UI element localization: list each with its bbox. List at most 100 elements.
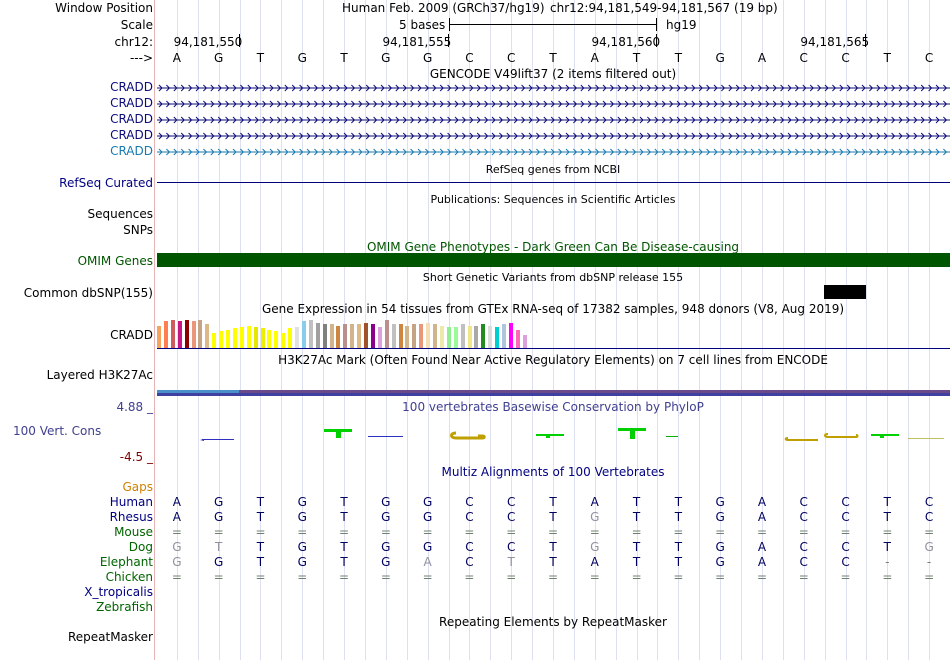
gtex-tissue-bar[interactable] bbox=[308, 320, 313, 348]
gtex-tissue-bar[interactable] bbox=[288, 328, 293, 348]
gtex-tissue-bar[interactable] bbox=[426, 322, 431, 348]
strand-chevron bbox=[758, 132, 763, 140]
gtex-gene-label[interactable]: CRADD bbox=[110, 328, 153, 342]
gencode-transcript-label[interactable]: CRADD bbox=[110, 80, 153, 94]
gtex-tissue-bar[interactable] bbox=[301, 321, 306, 348]
gencode-transcript-label[interactable]: CRADD bbox=[110, 96, 153, 110]
gtex-tissue-bar[interactable] bbox=[460, 324, 465, 348]
gtex-tissue-bar[interactable] bbox=[281, 332, 286, 348]
species-label[interactable]: X_tropicalis bbox=[84, 585, 153, 599]
gencode-transcript[interactable] bbox=[156, 146, 950, 158]
species-label[interactable]: Elephant bbox=[99, 555, 153, 569]
gtex-tissue-bar[interactable] bbox=[343, 324, 348, 348]
gaps-label[interactable]: Gaps bbox=[122, 480, 153, 494]
gtex-tissue-bar[interactable] bbox=[336, 325, 341, 348]
gtex-tissue-bar[interactable] bbox=[357, 324, 362, 348]
gtex-tissue-bar[interactable] bbox=[495, 327, 500, 348]
species-label[interactable]: Mouse bbox=[114, 525, 153, 539]
gtex-tissue-bar[interactable] bbox=[267, 329, 272, 348]
species-label[interactable]: Zebrafish bbox=[96, 600, 153, 614]
species-label[interactable]: Chicken bbox=[105, 570, 153, 584]
gtex-tissue-bar[interactable] bbox=[253, 327, 258, 348]
gtex-tissue-bar[interactable] bbox=[467, 325, 472, 348]
gencode-transcript-label[interactable]: CRADD bbox=[110, 128, 153, 142]
gtex-expression-bars[interactable] bbox=[157, 318, 537, 348]
gencode-transcript[interactable] bbox=[156, 114, 950, 126]
gtex-tissue-bar[interactable] bbox=[177, 321, 182, 348]
strand-chevron bbox=[558, 100, 563, 108]
gtex-tissue-bar[interactable] bbox=[157, 325, 161, 348]
gtex-tissue-bar[interactable] bbox=[364, 322, 368, 348]
gtex-tissue-bar[interactable] bbox=[370, 324, 375, 348]
gtex-tissue-bar[interactable] bbox=[502, 324, 506, 348]
aligned-base: = bbox=[339, 570, 350, 584]
h3k27ac-label[interactable]: Layered H3K27Ac bbox=[46, 368, 153, 382]
gtex-tissue-bar[interactable] bbox=[384, 320, 389, 348]
species-label[interactable]: Human bbox=[109, 495, 153, 509]
gencode-transcript[interactable] bbox=[156, 98, 950, 110]
publications-sequences-label[interactable]: Sequences bbox=[87, 207, 153, 221]
gtex-tissue-bar[interactable] bbox=[163, 321, 168, 348]
gtex-tissue-bar[interactable] bbox=[350, 324, 355, 348]
strand-chevron bbox=[291, 132, 296, 140]
omim-genes-label[interactable]: OMIM Genes bbox=[77, 254, 153, 268]
gtex-tissue-bar[interactable] bbox=[488, 325, 493, 348]
gtex-tissue-bar[interactable] bbox=[295, 327, 299, 348]
refseq-curated-label[interactable]: RefSeq Curated bbox=[59, 176, 153, 190]
omim-gene-bar[interactable] bbox=[157, 253, 950, 267]
species-label[interactable]: Rhesus bbox=[109, 510, 153, 524]
gencode-transcript[interactable] bbox=[156, 82, 950, 94]
gtex-tissue-bar[interactable] bbox=[184, 320, 189, 348]
gtex-tissue-bar[interactable] bbox=[219, 331, 224, 348]
gtex-tissue-bar[interactable] bbox=[391, 324, 396, 348]
gridline bbox=[761, 0, 763, 660]
common-dbsnp-label[interactable]: Common dbSNP(155) bbox=[23, 286, 153, 300]
gtex-tissue-bar[interactable] bbox=[274, 331, 279, 348]
refseq-gene-line[interactable] bbox=[157, 182, 950, 183]
phylop-label[interactable]: 100 Vert. Cons bbox=[13, 424, 102, 438]
gencode-transcript[interactable] bbox=[156, 130, 950, 142]
gtex-tissue-bar[interactable] bbox=[246, 325, 251, 348]
gtex-tissue-bar[interactable] bbox=[212, 332, 217, 348]
gtex-tissue-bar[interactable] bbox=[226, 329, 230, 348]
repeatmasker-label[interactable]: RepeatMasker bbox=[67, 630, 153, 644]
gtex-tissue-bar[interactable] bbox=[412, 324, 417, 348]
gtex-tissue-bar[interactable] bbox=[515, 329, 520, 348]
gtex-tissue-bar[interactable] bbox=[315, 322, 320, 348]
gtex-tissue-bar[interactable] bbox=[474, 325, 479, 348]
gtex-tissue-bar[interactable] bbox=[433, 324, 437, 348]
gtex-tissue-bar[interactable] bbox=[481, 324, 486, 348]
gencode-transcript-label[interactable]: CRADD bbox=[110, 144, 153, 158]
gtex-tissue-bar[interactable] bbox=[446, 327, 451, 348]
gtex-tissue-bar[interactable] bbox=[205, 324, 210, 348]
gtex-tissue-bar[interactable] bbox=[419, 324, 424, 348]
gtex-tissue-bar[interactable] bbox=[260, 328, 265, 348]
publications-snps-label[interactable]: SNPs bbox=[123, 223, 153, 237]
gtex-tissue-bar[interactable] bbox=[522, 335, 527, 348]
dbsnp-variant-block[interactable] bbox=[824, 285, 866, 299]
species-label[interactable]: Dog bbox=[128, 540, 153, 554]
strand-chevron bbox=[698, 116, 703, 124]
gtex-tissue-bar[interactable] bbox=[170, 320, 175, 348]
gtex-tissue-bar[interactable] bbox=[239, 327, 244, 348]
strand-chevron bbox=[195, 148, 200, 156]
strand-chevron bbox=[180, 132, 185, 140]
gtex-tissue-bar[interactable] bbox=[398, 324, 403, 348]
aligned-base: G bbox=[214, 510, 224, 524]
gencode-transcript-label[interactable]: CRADD bbox=[110, 112, 153, 126]
base-letter: A bbox=[172, 51, 181, 65]
gtex-tissue-bar[interactable] bbox=[198, 320, 203, 348]
gtex-tissue-bar[interactable] bbox=[508, 322, 513, 348]
strand-chevron bbox=[447, 100, 452, 108]
gtex-tissue-bar[interactable] bbox=[405, 325, 410, 348]
gtex-tissue-bar[interactable] bbox=[453, 327, 458, 348]
gtex-tissue-bar[interactable] bbox=[191, 321, 196, 348]
gtex-tissue-bar[interactable] bbox=[377, 327, 382, 348]
gtex-tissue-bar[interactable] bbox=[232, 328, 237, 348]
strand-chevron bbox=[632, 116, 637, 124]
strand-chevron bbox=[854, 148, 859, 156]
gtex-tissue-bar[interactable] bbox=[439, 325, 444, 348]
base-letter: G bbox=[381, 51, 391, 65]
gtex-tissue-bar[interactable] bbox=[329, 324, 334, 348]
gtex-tissue-bar[interactable] bbox=[322, 324, 327, 348]
